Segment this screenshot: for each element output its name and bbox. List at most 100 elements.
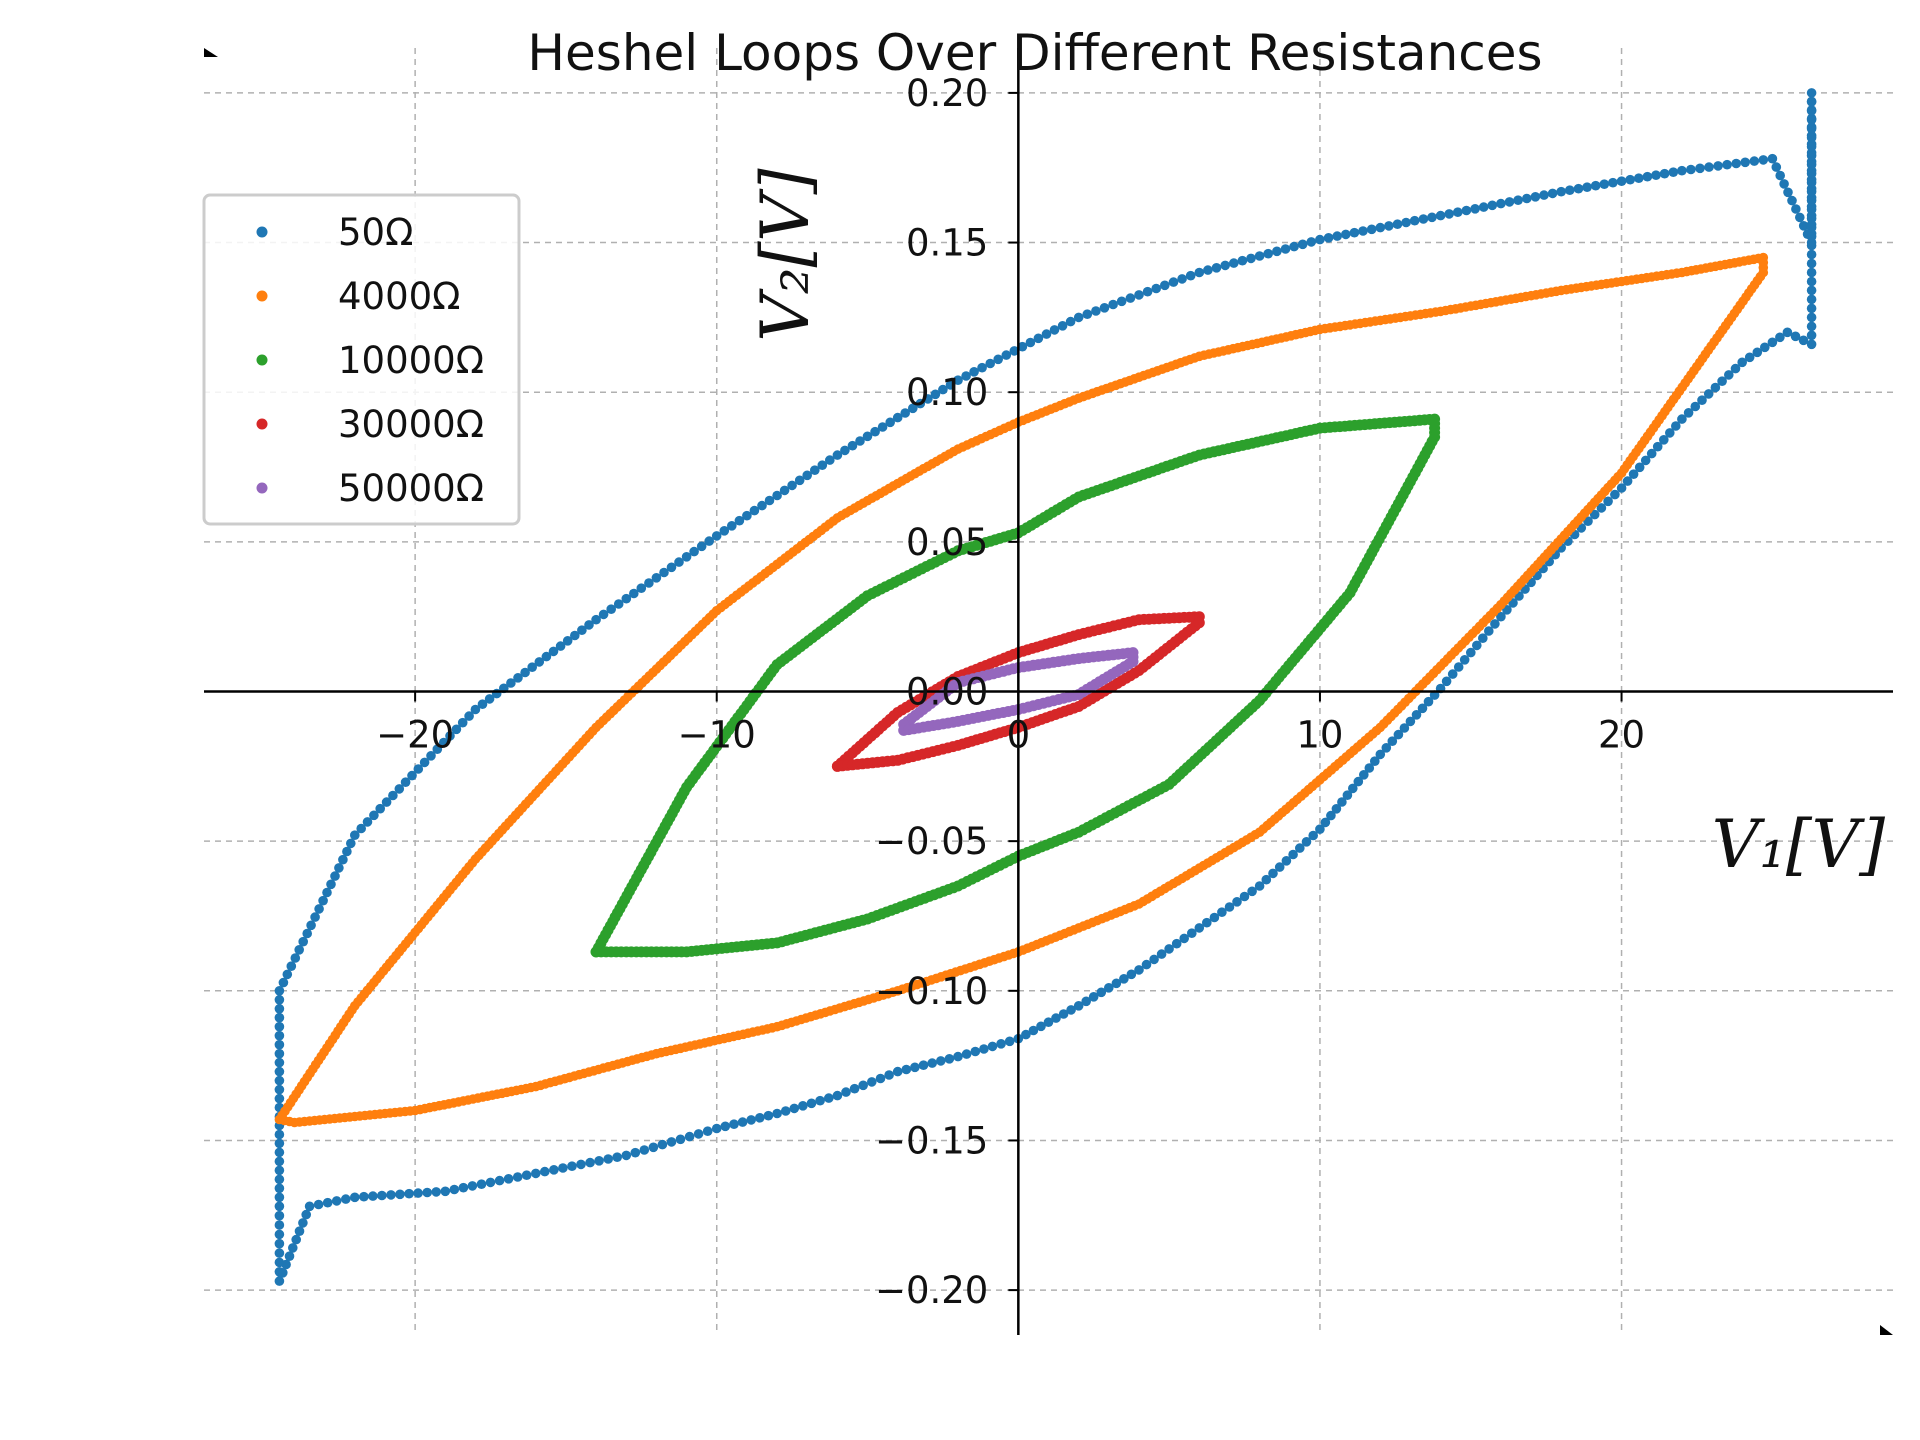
data-point [1409,215,1420,226]
data-point [1134,965,1144,975]
corner-marker-bottom-right [1880,1325,1893,1335]
data-point [1775,332,1785,343]
data-point [1211,263,1222,273]
data-point [764,495,775,506]
data-point [993,354,1003,365]
data-point [394,784,405,794]
data-point [375,803,386,814]
data-point [540,1166,550,1177]
data-point [1806,258,1817,269]
data-point [1418,214,1429,224]
data-point [1616,483,1627,493]
y-axis-label: V₂[V] [747,168,824,342]
data-point [274,1229,285,1240]
data-point [1589,509,1600,520]
data-point [936,1056,946,1066]
data-point [1806,97,1817,107]
data-point [274,1057,285,1068]
data-point [359,1191,369,1202]
series-0 [274,88,1817,1286]
x-tick-label: 10 [1296,714,1343,757]
data-point [908,403,918,414]
data-point [1364,763,1375,773]
data-point [1628,469,1639,480]
data-point [440,1186,451,1197]
data-point [449,1184,460,1195]
data-point [1049,325,1060,335]
data-point [1065,316,1076,327]
data-point [1677,165,1687,176]
data-point [1478,633,1488,643]
data-point [1315,824,1325,834]
data-point [1268,868,1278,879]
data-point [368,1191,378,1201]
data-point [310,912,320,922]
data-point [369,810,379,821]
data-point [927,1058,937,1068]
data-point [485,1177,496,1188]
data-point [1806,303,1817,314]
data-point [1237,255,1248,266]
data-point [1806,231,1817,242]
data-point [377,1190,387,1201]
data-point [1470,204,1480,214]
data-point [930,389,941,400]
legend-label: 50Ω [338,211,413,254]
data-point [386,1190,396,1200]
data-point [1111,978,1122,989]
data-point [1043,1017,1054,1027]
x-tick-label: 20 [1598,714,1645,757]
legend-frame [202,193,521,526]
data-point [702,1126,713,1136]
data-point [1331,804,1342,814]
data-point [1429,418,1441,430]
data-point [910,1062,920,1073]
data-point [1695,163,1705,174]
data-point [341,1194,351,1204]
data-point [1646,448,1657,459]
data-point [326,879,336,890]
data-point [451,724,462,735]
data-point [1806,294,1817,305]
data-point [313,1199,324,1210]
data-point [322,887,332,898]
data-point [1315,234,1325,245]
data-point [1202,917,1212,928]
data-point [288,1243,298,1253]
data-point [274,1238,285,1249]
data-point [1730,363,1741,374]
data-point [657,1139,668,1150]
data-point [1217,907,1227,917]
data-point [1724,370,1734,380]
data-point [274,1220,285,1230]
data-point [1099,303,1110,313]
data-point [1775,170,1785,181]
data-point [832,450,843,460]
data-point [1806,177,1817,188]
data-point [787,480,797,491]
data-point [548,646,559,657]
data-point [621,1150,632,1161]
data-point [494,1175,505,1186]
data-point [1806,240,1817,251]
data-point [1246,253,1256,264]
data-point [338,854,348,865]
data-point [555,641,566,651]
data-point [985,358,995,369]
data-point [1665,428,1675,438]
data-point [1289,241,1299,252]
data-point [1051,1013,1061,1023]
data-point [1021,1029,1031,1040]
data-point [1323,233,1334,243]
data-point [749,505,760,516]
data-point [1686,164,1696,175]
data-point [1127,651,1139,663]
data-point [278,977,289,988]
legend-label: 10000Ω [338,339,484,382]
data-point [1179,933,1189,944]
data-point [1232,897,1242,907]
data-point [1671,421,1681,431]
data-point [470,704,481,715]
data-point [1791,204,1801,214]
data-point [350,1192,360,1203]
